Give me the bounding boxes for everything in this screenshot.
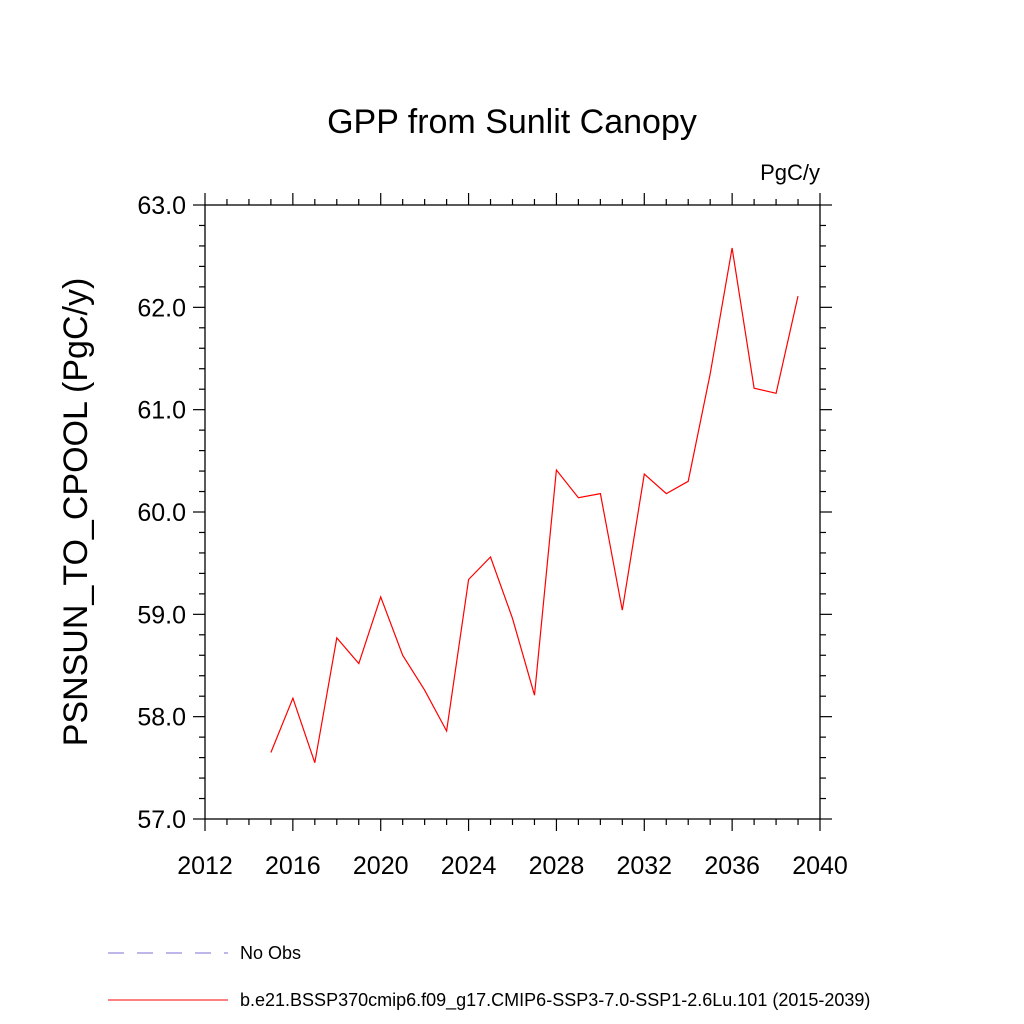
x-tick-label: 2024 [441, 852, 497, 880]
y-tick-label: 63.0 [137, 192, 186, 220]
plot-frame [204, 204, 821, 820]
series-lines [270, 247, 799, 763]
units-label: PgC/y [760, 160, 820, 185]
x-tick-label: 2016 [265, 852, 321, 880]
legend: No Obs b.e21.BSSP370cmip6.f09_g17.CMIP6-… [108, 943, 870, 1011]
y-tick-label: 59.0 [137, 601, 186, 629]
y-tick-label: 61.0 [137, 397, 186, 425]
y-tick-label: 57.0 [137, 806, 186, 834]
series-line-1 [270, 247, 799, 763]
legend-label-no-obs: No Obs [240, 943, 301, 963]
x-tick-label: 2036 [704, 852, 760, 880]
axis-ticks [193, 193, 832, 831]
y-axis-label: PSNSUN_TO_CPOOL (PgC/y) [57, 278, 95, 747]
x-tick-label: 2012 [177, 852, 233, 880]
chart-title: GPP from Sunlit Canopy [327, 103, 697, 141]
x-tick-label: 2032 [616, 852, 672, 880]
y-tick-label: 62.0 [137, 294, 186, 322]
x-tick-label: 2028 [529, 852, 585, 880]
x-tick-label: 2040 [792, 852, 848, 880]
y-tick-label: 60.0 [137, 499, 186, 527]
legend-label-model-run: b.e21.BSSP370cmip6.f09_g17.CMIP6-SSP3-7.… [240, 990, 870, 1011]
x-tick-label: 2020 [353, 852, 409, 880]
x-tick-labels: 2012 2016 2020 2024 2028 2032 2036 2040 [177, 852, 848, 880]
y-tick-labels: 57.0 58.0 59.0 60.0 61.0 62.0 63.0 [137, 192, 186, 834]
y-tick-label: 58.0 [137, 704, 186, 732]
